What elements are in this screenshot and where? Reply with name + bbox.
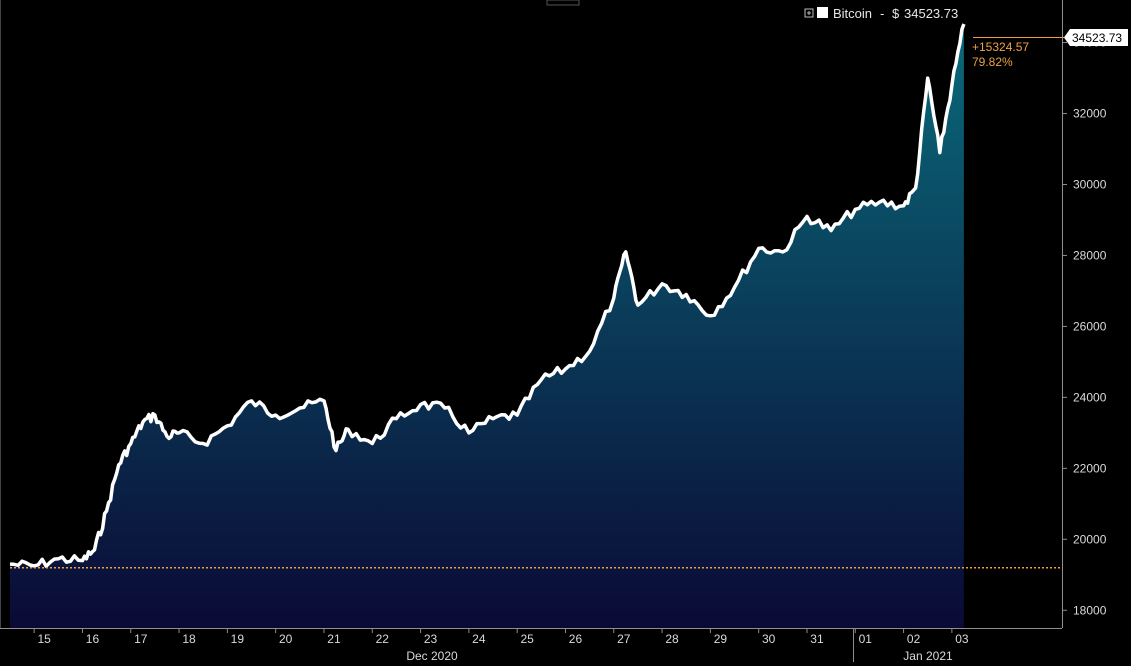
x-tick-label: 23 [424,632,438,646]
change-absolute: +15324.57 [972,40,1029,54]
x-tick-label: 03 [955,632,969,646]
y-tick-label: 24000 [1073,390,1107,404]
month-label-dec: Dec 2020 [406,649,458,663]
x-tick-label: 19 [231,632,245,646]
y-tick-label: 20000 [1073,532,1107,546]
x-tick-label: 01 [859,632,873,646]
x-tick-label: 28 [665,632,679,646]
x-tick-label: 25 [520,632,534,646]
y-tick-label: 22000 [1073,461,1107,475]
x-tick-label: 22 [376,632,390,646]
y-tick-label: 32000 [1073,107,1107,121]
x-tick-label: 20 [279,632,293,646]
x-tick-label: 02 [907,632,921,646]
legend[interactable]: Bitcoin - $ 34523.73 [804,6,958,21]
x-tick-label: 30 [762,632,776,646]
y-tick-label: 30000 [1073,177,1107,191]
last-value-label-box [1064,29,1128,46]
x-tick-label: 17 [134,632,148,646]
legend-currency: $ [892,6,900,21]
y-tick-label: 18000 [1073,603,1107,617]
bitcoin-area-fill [10,24,964,628]
x-tick-label: 15 [37,632,51,646]
x-tick-label: 24 [472,632,486,646]
x-tick-label: 16 [86,632,100,646]
x-tick-label: 21 [327,632,341,646]
last-value-label: 34523.73 [1072,31,1122,45]
legend-last-value: 34523.73 [904,6,958,21]
y-tick-label: 28000 [1073,248,1107,262]
x-tick-label: 18 [182,632,196,646]
x-tick-label: 29 [714,632,728,646]
last-value-marker: 34523.73 [973,29,1128,46]
legend-series-name: Bitcoin [833,6,872,21]
month-label-jan: Jan 2021 [903,649,953,663]
y-tick-label: 26000 [1073,319,1107,333]
legend-separator: - [880,6,884,21]
x-tick-label: 26 [569,632,583,646]
x-tick-label: 27 [617,632,631,646]
legend-swatch [817,7,828,18]
change-percent: 79.82% [972,55,1013,69]
legend-expand-icon[interactable] [804,8,814,18]
top-small-box [546,0,580,6]
bitcoin-price-line [9,23,966,568]
x-tick-label: 31 [810,632,824,646]
